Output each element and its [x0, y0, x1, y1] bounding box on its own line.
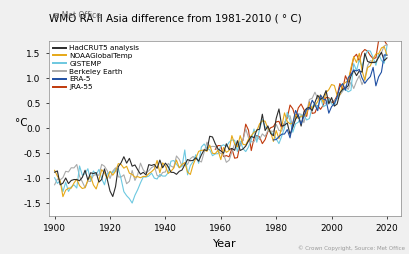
- Text: WMO RA II Asia difference from 1981-2010 ( ° C): WMO RA II Asia difference from 1981-2010…: [49, 13, 302, 23]
- Y-axis label: °C: °C: [15, 118, 27, 128]
- X-axis label: Year: Year: [213, 239, 237, 249]
- Text: © Crown Copyright, Source: Met Office: © Crown Copyright, Source: Met Office: [298, 246, 405, 251]
- Text: ⊠ Met Office: ⊠ Met Office: [53, 11, 101, 20]
- Legend: HadCRUT5 analysis, NOAAGlobalTemp, GISTEMP, Berkeley Earth, ERA-5, JRA-55: HadCRUT5 analysis, NOAAGlobalTemp, GISTE…: [53, 44, 140, 91]
